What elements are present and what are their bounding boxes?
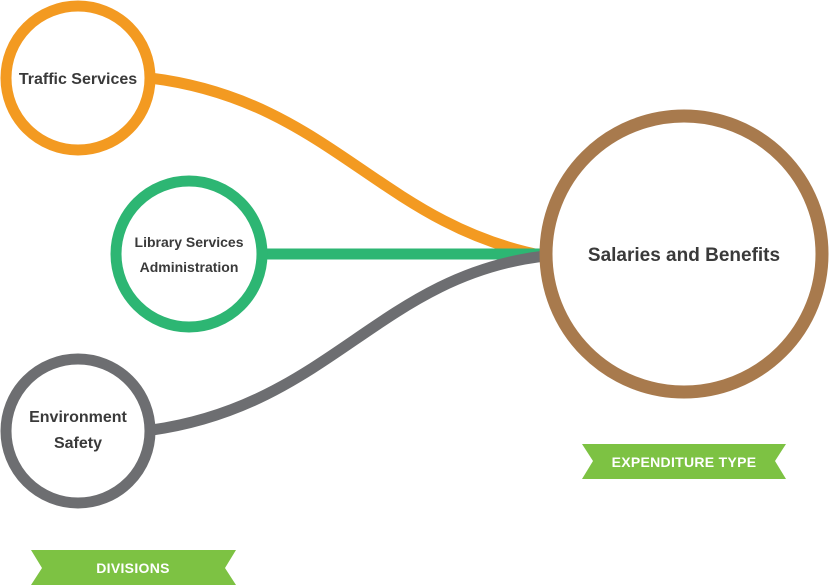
banner-divisions-label: DIVISIONS <box>96 560 170 576</box>
node-traffic-services[interactable]: Traffic Services <box>6 6 150 150</box>
node-environment-safety-label-line2: Safety <box>54 435 102 452</box>
node-library-services-administration-ring <box>116 181 262 327</box>
node-environment-safety-ring <box>6 359 150 503</box>
node-library-services-label-line2: Administration <box>140 259 239 275</box>
node-salaries-and-benefits-label: Salaries and Benefits <box>588 245 780 266</box>
node-environment-safety-label-line1: Environment <box>29 409 127 426</box>
banner-divisions: DIVISIONS <box>31 550 236 585</box>
banner-expenditure-type: EXPENDITURE TYPE <box>582 444 786 479</box>
node-library-services-administration[interactable]: Library Services Administration <box>116 181 262 327</box>
node-environment-safety[interactable]: Environment Safety <box>6 359 150 503</box>
node-traffic-services-label: Traffic Services <box>19 71 137 88</box>
node-salaries-and-benefits[interactable]: Salaries and Benefits <box>546 116 822 392</box>
banner-expenditure-type-label: EXPENDITURE TYPE <box>612 454 757 470</box>
node-library-services-label-line1: Library Services <box>135 234 244 250</box>
